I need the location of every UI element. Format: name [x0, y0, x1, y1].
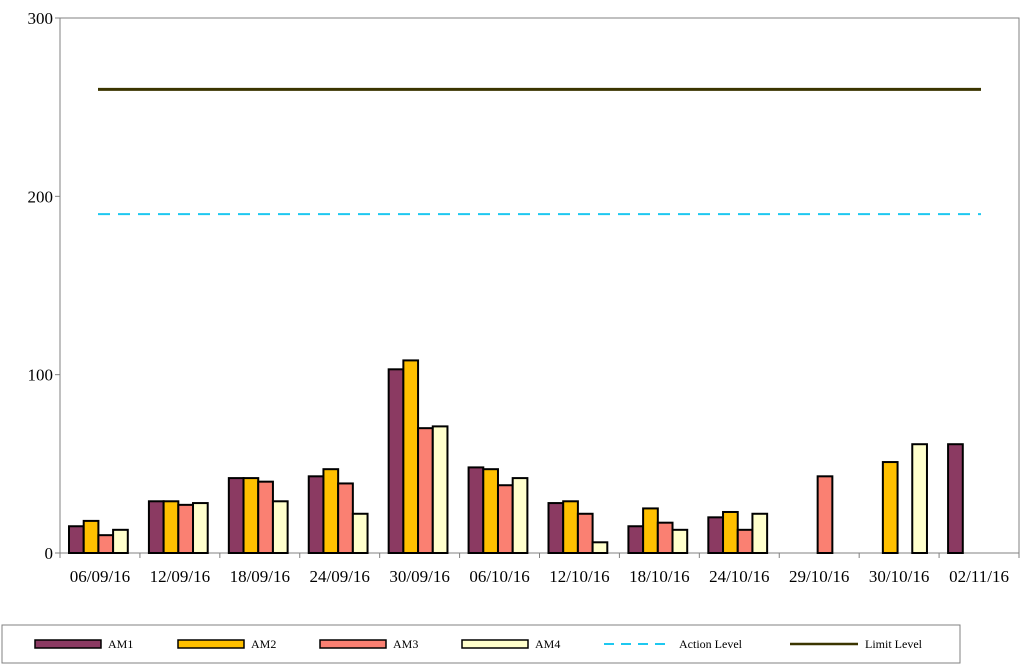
bar-am3	[177, 503, 195, 555]
y-tick-label: 100	[28, 366, 54, 385]
bar-am1	[147, 500, 165, 554]
x-tick-label: 30/09/16	[389, 567, 449, 586]
bar-am2	[82, 519, 100, 555]
bar-am3	[816, 475, 834, 555]
bar-am2	[402, 359, 420, 554]
bar-am1	[547, 502, 565, 555]
bar-am3	[576, 512, 594, 554]
bar-am1	[707, 516, 725, 554]
legend-swatch-am4	[461, 639, 529, 649]
bar-am4	[271, 500, 289, 554]
x-tick-label: 12/10/16	[549, 567, 609, 586]
bar-am4	[751, 512, 769, 554]
bar-am2	[722, 510, 739, 555]
y-tick-label: 0	[45, 544, 54, 563]
x-tick-label: 24/10/16	[709, 567, 769, 586]
bar-am1	[68, 525, 85, 554]
bar-am3	[417, 427, 434, 554]
legend-swatch-am2	[177, 639, 245, 649]
legend-swatch-am1	[34, 639, 102, 649]
legend-label: AM2	[251, 637, 276, 651]
bar-am3	[656, 521, 674, 555]
bar-am3	[97, 534, 115, 555]
bar-am2	[322, 468, 340, 554]
bar-am2	[242, 477, 260, 555]
bar-am3	[257, 480, 274, 554]
bar-am4	[431, 425, 449, 554]
plot-frame	[59, 17, 1020, 554]
bar-am3	[337, 482, 354, 555]
bar-am4	[112, 528, 129, 554]
bar-am4	[351, 512, 369, 554]
x-tick-label: 02/11/16	[949, 567, 1009, 586]
legend-label: AM4	[535, 637, 560, 651]
y-tick-label: 300	[28, 9, 54, 28]
bar-am1	[947, 443, 964, 555]
bar-am1	[307, 475, 325, 555]
bar-am3	[736, 528, 754, 554]
bar-am2	[562, 500, 579, 554]
bar-am1	[387, 368, 405, 555]
x-tick-label: 18/09/16	[230, 567, 290, 586]
bar-am2	[642, 507, 659, 554]
legend-label: Action Level	[679, 637, 743, 651]
bar-am3	[496, 484, 514, 555]
legend-label: AM3	[393, 637, 418, 651]
bar-am4	[671, 528, 689, 554]
x-tick-label: 18/10/16	[629, 567, 689, 586]
bar-am1	[467, 466, 485, 554]
plot-area: 0 100 200 300 06/09/16 12/09/16 18/09/16 24/09/…	[28, 9, 1020, 586]
bar-am1	[627, 525, 645, 554]
bar-am4	[591, 541, 609, 554]
legend-label: AM1	[108, 637, 133, 651]
bar-am4	[192, 502, 209, 555]
bar-am2	[162, 500, 180, 554]
x-tick-label: 29/10/16	[789, 567, 849, 586]
x-tick-label: 12/09/16	[150, 567, 210, 586]
bar-am2	[482, 468, 499, 554]
x-tick-label: 30/10/16	[869, 567, 929, 586]
x-tick-label: 06/09/16	[70, 567, 130, 586]
bar-am2	[881, 461, 899, 554]
y-tick-label: 200	[28, 187, 54, 206]
legend: AM1 AM2 AM3 AM4 Action Level Limit Level	[1, 624, 961, 664]
x-tick-label: 24/09/16	[309, 567, 369, 586]
bar-am1	[227, 477, 245, 555]
bar-am4	[511, 477, 529, 555]
legend-label: Limit Level	[865, 637, 923, 651]
legend-swatch-am3	[319, 639, 387, 649]
bar-am4	[911, 443, 928, 555]
x-tick-label: 06/10/16	[469, 567, 529, 586]
